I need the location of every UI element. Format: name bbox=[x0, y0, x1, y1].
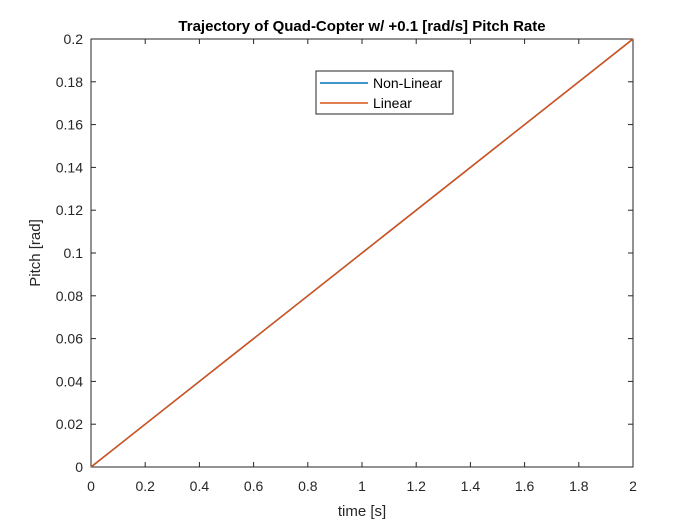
legend-box bbox=[315, 70, 454, 115]
x-tick-label: 1.6 bbox=[515, 478, 535, 494]
y-axis-label: Pitch [rad] bbox=[27, 219, 44, 287]
x-tick-label: 0.8 bbox=[298, 478, 318, 494]
y-tick-label: 0.2 bbox=[64, 31, 84, 47]
x-tick-label: 0 bbox=[87, 478, 95, 494]
y-tick-label: 0.12 bbox=[56, 202, 83, 218]
y-tick-label: 0.14 bbox=[56, 159, 83, 175]
x-tick-label: 2 bbox=[629, 478, 637, 494]
y-tick-label: 0.08 bbox=[56, 288, 83, 304]
legend-entries: Non-Linear Linear bbox=[320, 75, 443, 111]
y-tick-label: 0.16 bbox=[56, 117, 83, 133]
series-lines bbox=[90, 38, 634, 468]
y-tick-label: 0.06 bbox=[56, 331, 83, 347]
y-tick-label: 0 bbox=[75, 459, 83, 475]
x-tick-label: 1.4 bbox=[461, 478, 481, 494]
y-tick-label: 0.18 bbox=[56, 74, 83, 90]
x-axis-ticks bbox=[90, 39, 634, 467]
x-tick-label: 0.2 bbox=[135, 478, 155, 494]
legend-label-non-linear: Non-Linear bbox=[373, 75, 443, 91]
series-line-linear bbox=[90, 38, 634, 468]
x-tick-label: 1.8 bbox=[569, 478, 589, 494]
x-tick-label: 0.6 bbox=[244, 478, 264, 494]
legend: Non-Linear Linear bbox=[315, 70, 454, 115]
x-tick-label: 1 bbox=[358, 478, 366, 494]
x-tick-label: 1.2 bbox=[406, 478, 426, 494]
legend-label-linear: Linear bbox=[373, 95, 412, 111]
y-tick-label: 0.04 bbox=[56, 373, 83, 389]
y-tick-label: 0.1 bbox=[64, 245, 84, 261]
y-tick-label: 0.02 bbox=[56, 416, 83, 432]
x-tick-label: 0.4 bbox=[190, 478, 210, 494]
chart-title: Trajectory of Quad-Copter w/ +0.1 [rad/s… bbox=[178, 18, 545, 35]
x-axis-label: time [s] bbox=[338, 503, 386, 520]
y-axis-tick-labels: 0 0.02 0.04 0.06 0.08 0.1 0.12 0.14 0.16 0.18 0.2 bbox=[56, 31, 83, 475]
x-axis-tick-labels: 0 0.2 0.4 0.6 0.8 1 1.2 1.4 1.6 1.8 2 bbox=[87, 478, 637, 494]
